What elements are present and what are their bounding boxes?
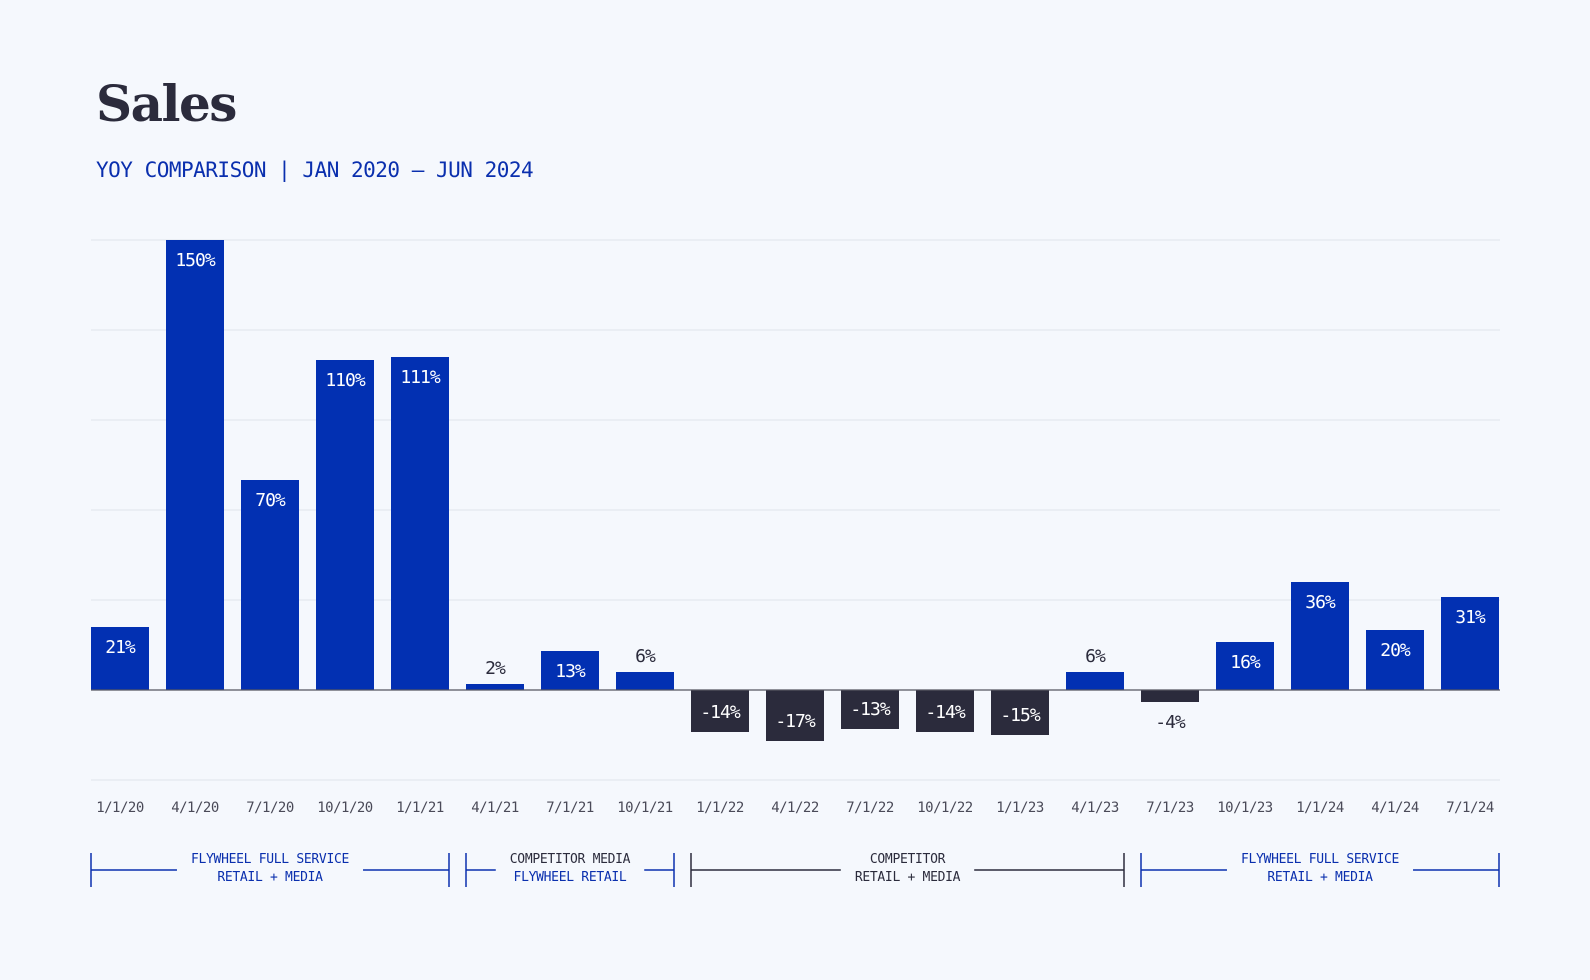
data-label: 16%	[1230, 652, 1261, 673]
bar	[1216, 642, 1274, 690]
x-tick-label: 1/1/24	[1296, 800, 1344, 816]
bar	[991, 690, 1049, 735]
bar	[691, 690, 749, 732]
bars: 21% 150% 70% 110% 111% 2% 13% 6% -14% -17% -13% -14…	[91, 240, 1499, 741]
bar	[541, 651, 599, 690]
x-tick-label: 1/1/22	[696, 800, 744, 816]
data-label: -13%	[850, 699, 891, 720]
data-label: 6%	[635, 646, 656, 667]
data-label: 36%	[1305, 592, 1336, 613]
data-label: 21%	[105, 637, 136, 658]
bar	[466, 684, 524, 690]
period-label: FLYWHEEL FULL SERVICE	[191, 852, 349, 867]
period-label: RETAIL + MEDIA	[855, 870, 961, 885]
x-tick-label: 4/1/21	[471, 800, 519, 816]
bar	[1441, 597, 1499, 690]
data-label: 2%	[485, 658, 506, 679]
chart-subtitle: YOY COMPARISON | JAN 2020 – JUN 2024	[96, 158, 534, 182]
bar	[91, 627, 149, 690]
bar	[316, 360, 374, 690]
period-label: COMPETITOR	[870, 852, 946, 867]
bar	[766, 690, 824, 741]
x-tick-label: 4/1/23	[1071, 800, 1119, 816]
x-tick-label: 10/1/23	[1217, 800, 1273, 816]
period-label: COMPETITOR MEDIA	[510, 852, 631, 867]
data-label: 110%	[325, 370, 366, 391]
period-bracket: FLYWHEEL FULL SERVICE RETAIL + MEDIA	[1140, 852, 1500, 887]
bar	[391, 357, 449, 690]
data-label: 6%	[1085, 646, 1106, 667]
period-label: RETAIL + MEDIA	[217, 870, 323, 885]
bar	[916, 690, 974, 732]
period-label: FLYWHEEL RETAIL	[514, 870, 627, 885]
bar	[1366, 630, 1424, 690]
x-tick-label: 10/1/21	[617, 800, 673, 816]
x-tick-label: 1/1/20	[96, 800, 144, 816]
period-bracket: COMPETITOR MEDIA FLYWHEEL RETAIL	[465, 852, 675, 887]
x-tick-label: 4/1/22	[771, 800, 819, 816]
x-tick-label: 4/1/20	[171, 800, 219, 816]
data-label: 13%	[555, 661, 586, 682]
x-tick-label: 7/1/23	[1146, 800, 1194, 816]
data-label: 70%	[255, 490, 286, 511]
x-tick-label: 7/1/21	[546, 800, 594, 816]
data-label: 20%	[1380, 640, 1411, 661]
x-tick-label: 4/1/24	[1371, 800, 1419, 816]
data-label: -14%	[925, 702, 966, 723]
period-label: FLYWHEEL FULL SERVICE	[1241, 852, 1399, 867]
period-bracket: COMPETITOR RETAIL + MEDIA	[690, 852, 1125, 887]
x-tick-label: 10/1/20	[317, 800, 373, 816]
chart-title: Sales	[96, 74, 237, 133]
bar	[841, 690, 899, 729]
bar	[166, 240, 224, 690]
bar	[241, 480, 299, 690]
bar	[1141, 690, 1199, 702]
period-label: RETAIL + MEDIA	[1267, 870, 1373, 885]
period-bracket: FLYWHEEL FULL SERVICE RETAIL + MEDIA	[90, 852, 450, 887]
bar	[616, 672, 674, 690]
x-tick-label: 7/1/24	[1446, 800, 1494, 816]
x-axis-ticks: 1/1/20 4/1/20 7/1/20 10/1/20 1/1/21 4/1/21 7/1…	[96, 800, 1494, 816]
data-label: -14%	[700, 702, 741, 723]
x-tick-label: 7/1/22	[846, 800, 894, 816]
gridlines	[91, 239, 1500, 781]
bar	[1291, 582, 1349, 690]
data-label: -4%	[1155, 712, 1186, 733]
x-tick-label: 1/1/21	[396, 800, 444, 816]
bar	[1066, 672, 1124, 690]
data-label: -17%	[775, 711, 816, 732]
data-label: 31%	[1455, 607, 1486, 628]
x-tick-label: 7/1/20	[246, 800, 294, 816]
x-tick-label: 10/1/22	[917, 800, 973, 816]
data-label: -15%	[1000, 705, 1041, 726]
data-label: 150%	[175, 250, 216, 271]
x-tick-label: 1/1/23	[996, 800, 1044, 816]
data-label: 111%	[400, 367, 441, 388]
